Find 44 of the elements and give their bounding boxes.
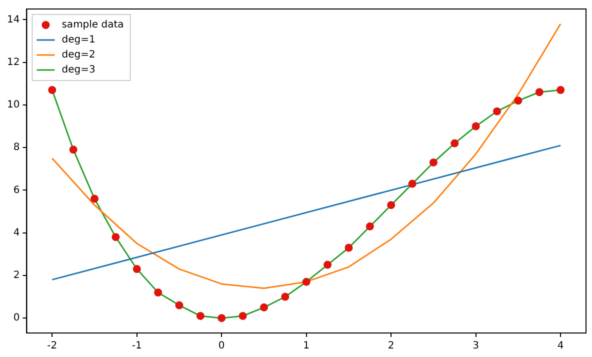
y-tick-label: 2 bbox=[13, 270, 20, 282]
point bbox=[48, 86, 56, 94]
point bbox=[324, 260, 332, 269]
point bbox=[387, 201, 396, 210]
y-tick-label: 12 bbox=[6, 56, 20, 68]
y-tick-label: 0 bbox=[13, 312, 20, 324]
point bbox=[69, 146, 78, 154]
point bbox=[132, 265, 141, 274]
point bbox=[302, 278, 310, 286]
x-tick-label: 1 bbox=[303, 340, 310, 352]
point bbox=[238, 312, 247, 320]
point bbox=[281, 292, 290, 301]
y-tick-label: 6 bbox=[13, 184, 20, 196]
point bbox=[514, 96, 522, 105]
point bbox=[344, 244, 353, 252]
y-tick-label: 10 bbox=[6, 100, 20, 111]
point bbox=[175, 301, 184, 310]
x-tick-label: 2 bbox=[388, 340, 394, 352]
point bbox=[535, 88, 544, 96]
x-tick-label: 3 bbox=[472, 340, 480, 352]
x-tick-label: 0 bbox=[218, 340, 225, 352]
point bbox=[429, 158, 438, 166]
point bbox=[366, 222, 374, 230]
legend-label: deg=3 bbox=[62, 64, 96, 76]
point bbox=[556, 86, 565, 94]
point bbox=[154, 288, 162, 296]
y-tick-label: 14 bbox=[6, 14, 20, 26]
legend-label: sample data bbox=[62, 20, 124, 31]
point bbox=[196, 312, 204, 320]
point bbox=[112, 233, 120, 242]
point bbox=[450, 139, 459, 148]
x-tick-label: -2 bbox=[47, 340, 58, 352]
legend-label: deg=1 bbox=[62, 34, 96, 46]
point bbox=[408, 180, 416, 188]
y-tick-label: 8 bbox=[13, 142, 20, 154]
y-tick-label: 4 bbox=[13, 227, 20, 238]
point bbox=[90, 194, 99, 203]
point bbox=[472, 122, 480, 130]
point bbox=[493, 107, 502, 116]
point bbox=[260, 303, 268, 312]
x-tick-label: 4 bbox=[557, 340, 564, 352]
legend-label: deg=2 bbox=[62, 50, 96, 61]
x-tick-label: -1 bbox=[132, 340, 142, 352]
point bbox=[218, 314, 226, 322]
